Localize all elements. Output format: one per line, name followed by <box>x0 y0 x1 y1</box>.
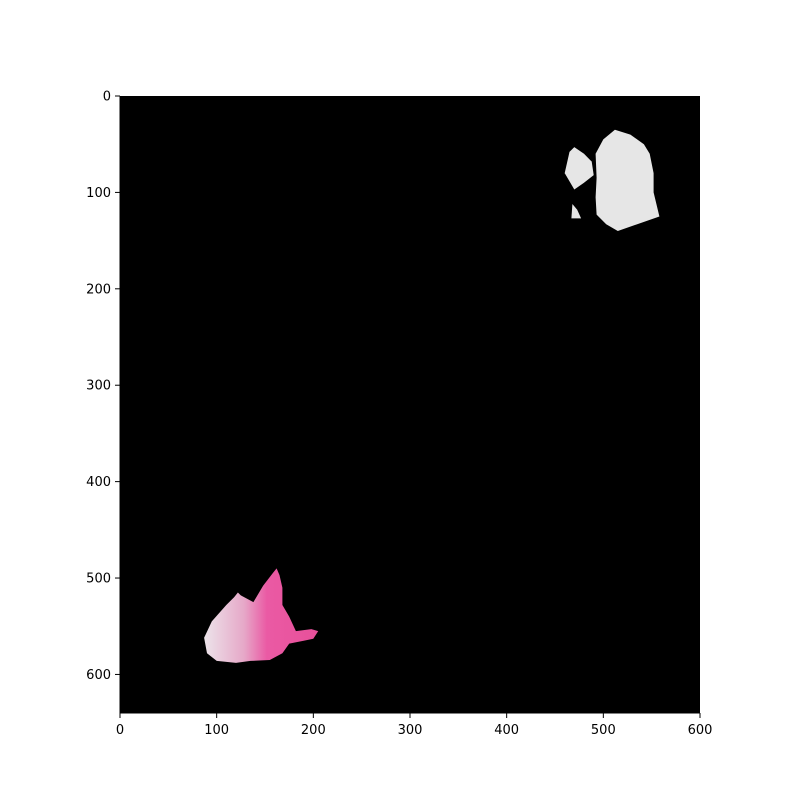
y-tick-label: 100 <box>86 186 111 201</box>
x-tick-label: 300 <box>398 723 423 738</box>
x-tick-label: 600 <box>688 723 713 738</box>
y-tick-label: 0 <box>103 90 111 105</box>
white-blob-small-left <box>564 147 594 190</box>
y-tick-label: 400 <box>86 475 111 490</box>
ticks: 0 100 200 300 400 500 600 0 100 200 300 400 500 600 <box>86 90 712 739</box>
x-tick-label: 100 <box>204 723 229 738</box>
pink-flower-petals <box>204 568 319 663</box>
white-blob-tiny <box>571 204 582 219</box>
y-tick-label: 600 <box>86 668 111 683</box>
image-regions <box>204 129 660 663</box>
x-tick-label: 500 <box>591 723 616 738</box>
y-tick-label: 300 <box>86 379 111 394</box>
x-tick-label: 400 <box>494 723 519 738</box>
white-blob-large <box>595 129 660 231</box>
y-tick-label: 500 <box>86 572 111 587</box>
y-tick-label: 200 <box>86 282 111 297</box>
x-tick-label: 0 <box>116 723 124 738</box>
x-tick-label: 200 <box>301 723 326 738</box>
